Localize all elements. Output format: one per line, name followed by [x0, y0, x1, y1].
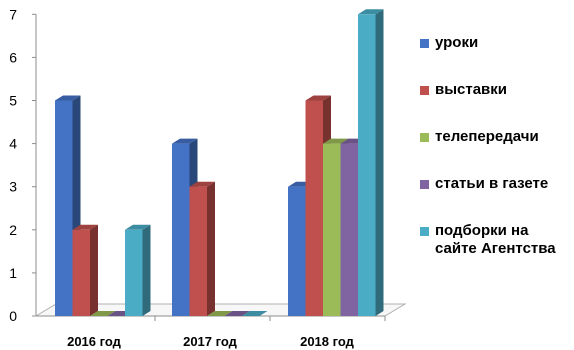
bar: [224, 311, 250, 316]
legend-item: подборки на сайте Агентства: [420, 222, 574, 258]
y-tick-label: 7: [9, 6, 17, 22]
bar-front: [358, 14, 376, 317]
bar-front: [288, 186, 306, 316]
bar-top: [189, 181, 215, 187]
y-tick-label: 1: [9, 265, 17, 281]
y-tick-label: 5: [9, 93, 17, 109]
bar-side: [142, 224, 151, 316]
legend-swatch: [420, 227, 429, 236]
x-category-label: 2016 год: [67, 334, 122, 349]
legend-label: телепередачи: [435, 128, 539, 145]
bar: [90, 311, 116, 316]
bar-front: [125, 229, 143, 316]
bar-top: [125, 224, 151, 230]
legend-item: уроки: [420, 34, 574, 52]
bar-front: [305, 100, 323, 316]
bar-top: [323, 138, 349, 144]
bar-top: [358, 9, 384, 15]
bar-front: [172, 143, 190, 316]
bar-top: [72, 224, 98, 230]
legend-swatch: [420, 39, 429, 48]
legend-swatch: [420, 180, 429, 189]
bar-top: [242, 311, 268, 316]
legend-label: подборки на сайте Агентства: [435, 222, 556, 257]
bar-top: [90, 311, 116, 316]
y-tick-label: 4: [9, 136, 17, 152]
axis-labels: 0 1 2 3 4 5 6 7 2016 год 2017 год 2018 год: [9, 6, 354, 349]
bar-top: [55, 95, 81, 101]
bar-front: [323, 143, 341, 316]
bar-top: [224, 311, 250, 316]
y-tick-label: 0: [9, 308, 17, 324]
legend-label: уроки: [435, 34, 479, 51]
y-tick-label: 2: [9, 222, 17, 238]
bar: [72, 224, 98, 316]
bar: [125, 224, 151, 316]
bars: [55, 9, 384, 317]
bar: [358, 9, 384, 317]
bar: [207, 311, 233, 316]
x-category-label: 2017 год: [183, 334, 238, 349]
x-category-label: 2018 год: [300, 334, 355, 349]
bar-top: [172, 138, 198, 144]
bar-side: [375, 9, 384, 317]
bar: [242, 311, 268, 316]
legend-label: выставки: [435, 81, 508, 98]
bar-front: [72, 229, 90, 316]
bar-front: [189, 186, 207, 316]
bar-front: [55, 100, 73, 316]
y-tick-label: 6: [9, 49, 17, 65]
bar-side: [207, 181, 215, 316]
bar-side: [90, 224, 98, 316]
bar-top: [207, 311, 233, 316]
legend: уроки выставки телепередачи статьи в газете…: [420, 34, 574, 287]
y-tick-label: 3: [9, 179, 17, 195]
legend-label: статьи в газете: [435, 175, 549, 192]
legend-item: статьи в газете: [420, 175, 574, 193]
legend-item: выставки: [420, 81, 574, 99]
bar-top: [305, 95, 331, 101]
bar-front: [340, 143, 358, 316]
legend-item: телепередачи: [420, 128, 574, 146]
legend-swatch: [420, 86, 429, 95]
legend-swatch: [420, 133, 429, 142]
bar: [189, 181, 215, 316]
